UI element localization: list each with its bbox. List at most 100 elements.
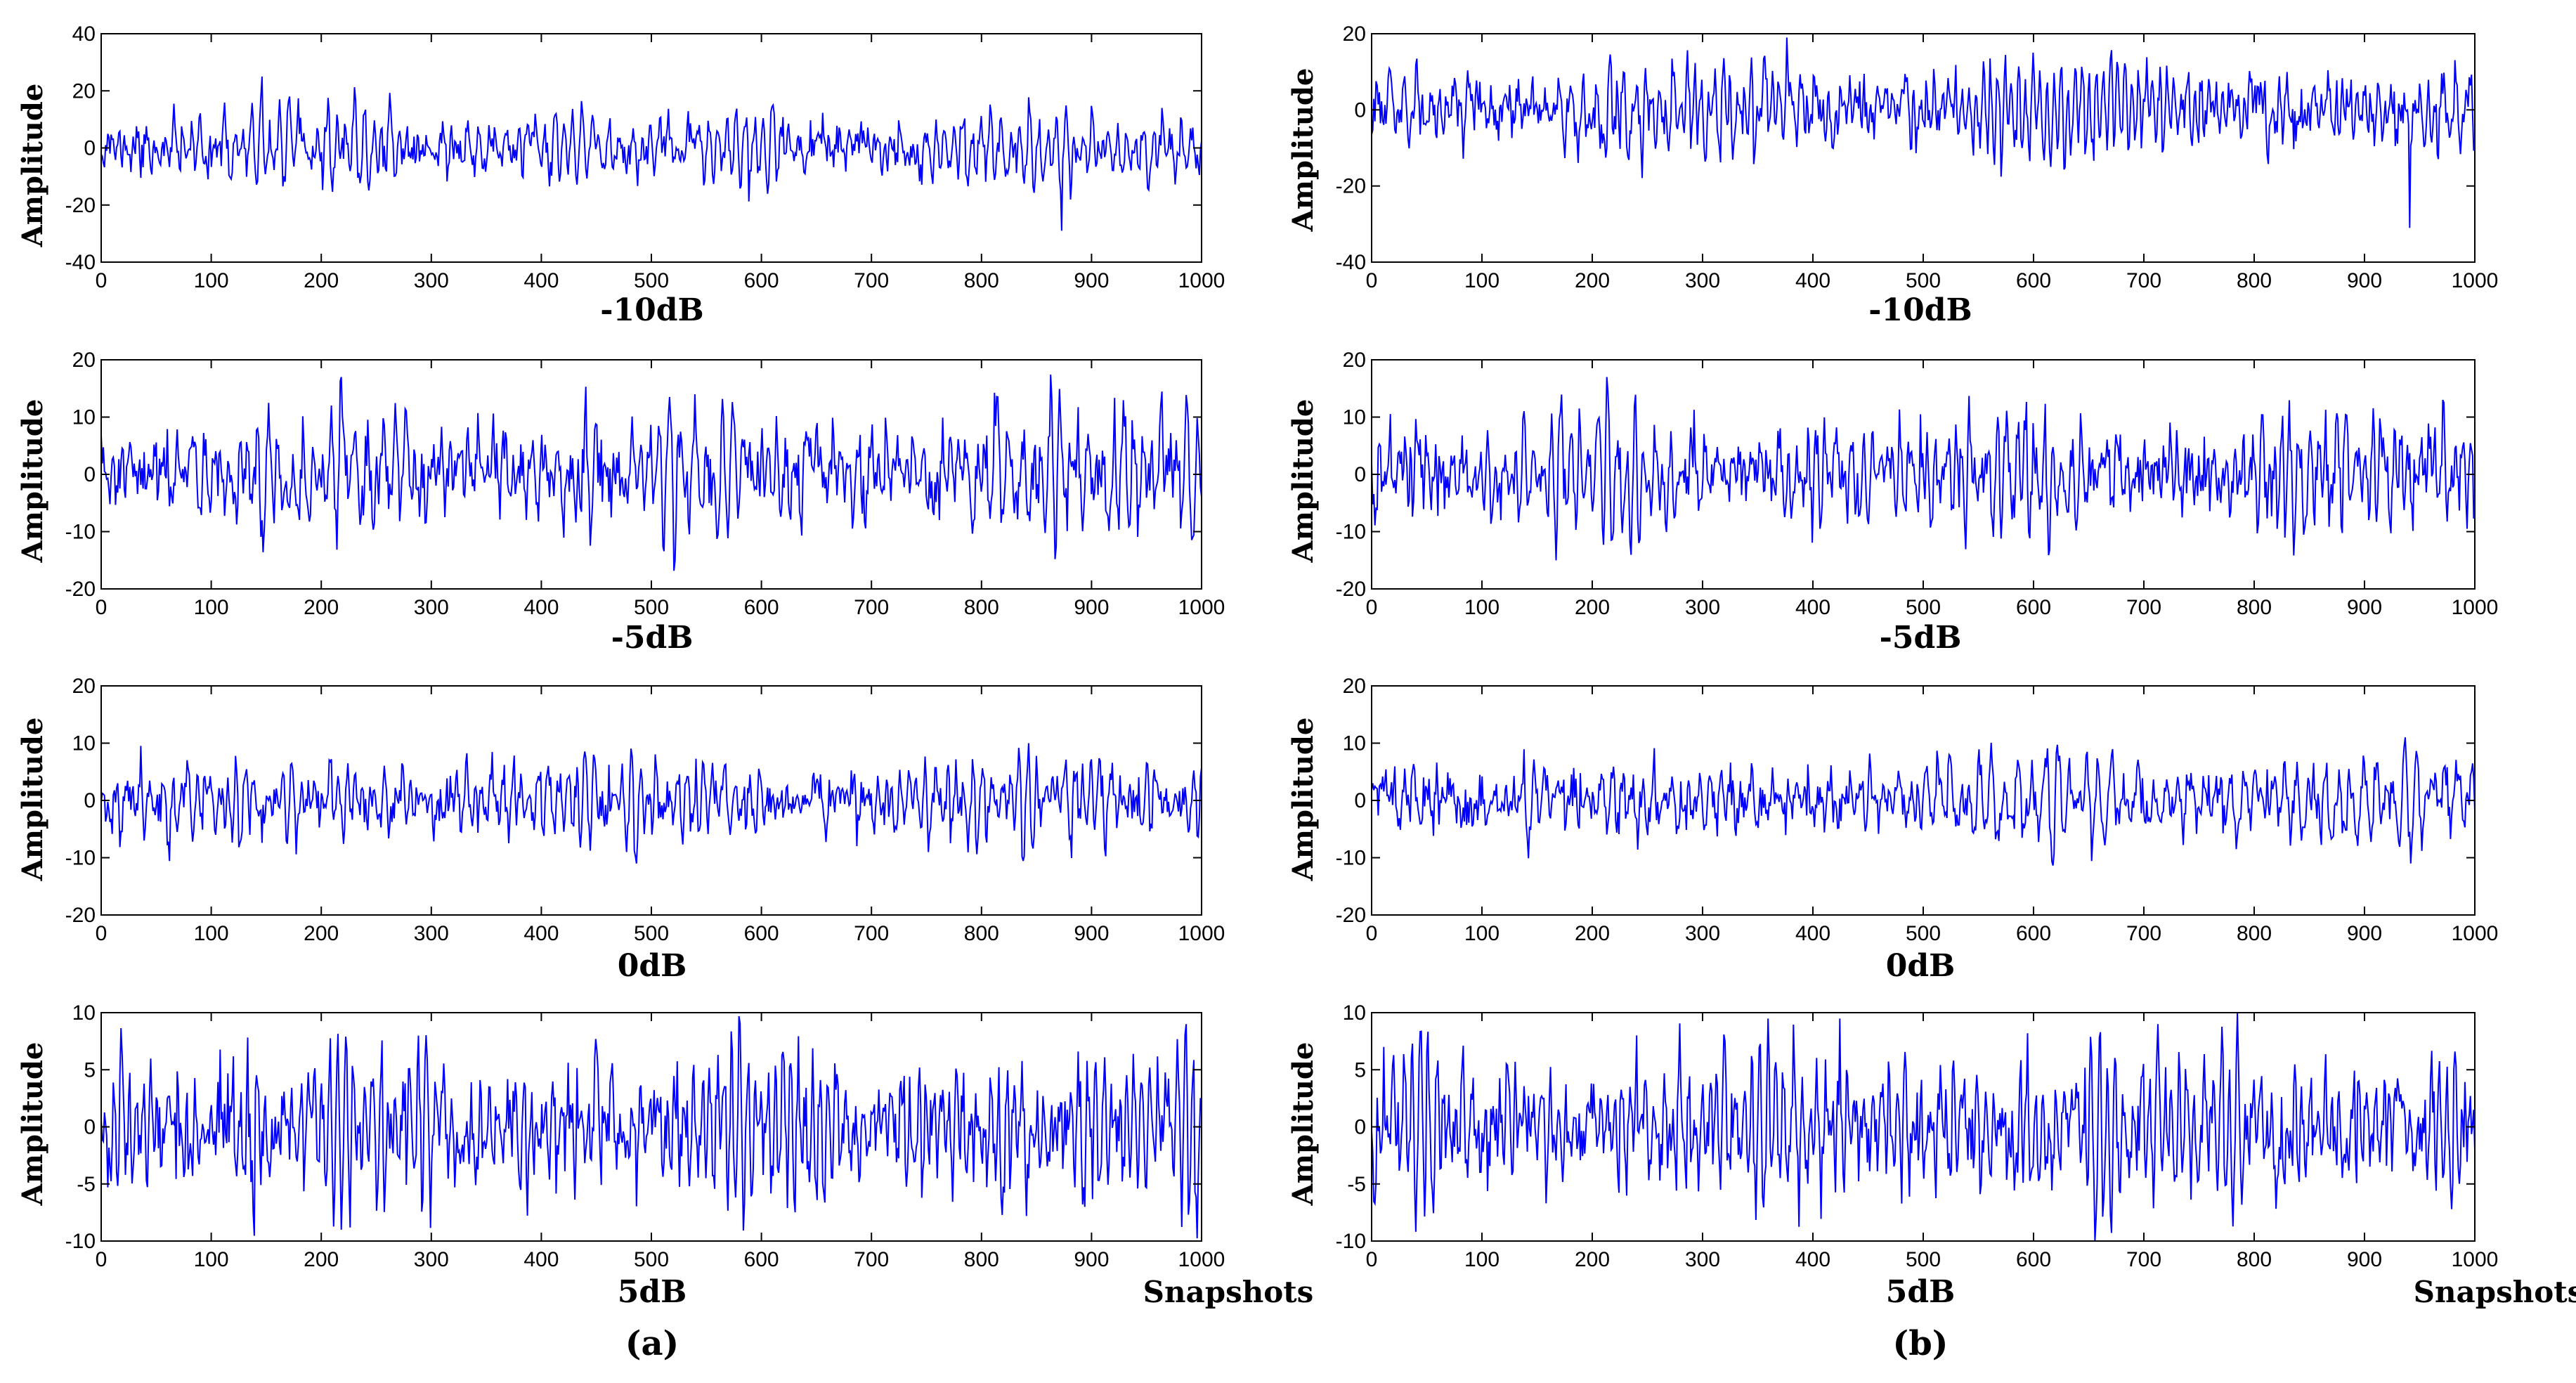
caption-a1: -10dB xyxy=(600,292,703,328)
x-tick-label-a4: 400 xyxy=(523,1248,559,1271)
ylabel-a3: Amplitude xyxy=(16,718,49,882)
x-tick-label-b4: 0 xyxy=(1366,1248,1378,1271)
x-tick-label-a1: 200 xyxy=(304,269,339,292)
y-tick-label-b1: -40 xyxy=(1336,251,1366,274)
y-tick-label-a1: -20 xyxy=(65,194,96,217)
caption-a4: 5dB xyxy=(618,1274,687,1310)
x-tick-label-a1: 1000 xyxy=(1178,269,1225,292)
x-tick-label-a4: 500 xyxy=(634,1248,669,1271)
x-axis-name-a: Snapshots xyxy=(1143,1275,1314,1309)
x-axis-name-b: Snapshots xyxy=(2414,1275,2576,1309)
plot-a4: 0 100 200 300 400 500 600 700 800 900 1000 -10 -5 0 5 1… xyxy=(65,1001,1225,1271)
x-tick-label-a4: 1000 xyxy=(1178,1248,1225,1271)
x-tick-label-b4: 1000 xyxy=(2452,1248,2499,1271)
x-tick-label-a1: 700 xyxy=(854,269,889,292)
y-tick-label-a2: 10 xyxy=(72,406,96,429)
x-tick-label-a3: 500 xyxy=(634,922,669,945)
x-tick-label-a2: 800 xyxy=(964,596,999,619)
y-tick-label-b3: 0 xyxy=(1354,789,1366,812)
x-tick-label-a2: 900 xyxy=(1074,596,1109,619)
x-tick-label-b1: 400 xyxy=(1795,269,1830,292)
x-tick-label-b3: 1000 xyxy=(2452,922,2499,945)
x-tick-label-b4: 900 xyxy=(2347,1248,2382,1271)
series-line-b1 xyxy=(1371,37,2476,228)
x-tick-label-a3: 0 xyxy=(96,922,108,945)
series-line-b4 xyxy=(1371,1012,2476,1242)
subplot-b4: Amplitude 5dB xyxy=(1287,1042,1955,1310)
x-tick-label-a4: 200 xyxy=(304,1248,339,1271)
x-tick-label-a4: 900 xyxy=(1074,1248,1109,1271)
y-tick-label-b3: 10 xyxy=(1343,732,1366,755)
x-tick-label-a1: 400 xyxy=(523,269,559,292)
y-tick-label-a3: 20 xyxy=(72,675,96,698)
plot-a2: 0 100 200 300 400 500 600 700 800 900 1000 -20 -10 0 1… xyxy=(65,349,1225,619)
y-tick-label-a3: 0 xyxy=(84,789,96,812)
y-tick-label-a4: -5 xyxy=(77,1173,96,1196)
x-tick-label-b4: 500 xyxy=(1906,1248,1941,1271)
x-tick-label-b1: 1000 xyxy=(2452,269,2499,292)
x-tick-label-b1: 800 xyxy=(2237,269,2272,292)
y-tick-label-b2: 0 xyxy=(1354,463,1366,486)
series-line-a4 xyxy=(100,1015,1202,1239)
panel-label-b: (b) xyxy=(1893,1324,1949,1363)
y-tick-label-b1: 20 xyxy=(1343,22,1366,46)
y-tick-label-b2: -10 xyxy=(1336,521,1366,544)
x-tick-label-b4: 700 xyxy=(2126,1248,2161,1271)
y-tick-label-a2: -10 xyxy=(65,521,96,544)
subplot-a3: Amplitude 0dB xyxy=(16,718,687,984)
x-tick-label-a3: 700 xyxy=(854,922,889,945)
x-tick-label-a4: 0 xyxy=(96,1248,108,1271)
x-tick-label-a2: 400 xyxy=(523,596,559,619)
x-tick-label-a1: 0 xyxy=(96,269,108,292)
ylabel-b1: Amplitude xyxy=(1287,68,1320,233)
series-line-b3 xyxy=(1371,737,2476,866)
series-line-a3 xyxy=(100,743,1202,864)
plot-a1: 0 100 200 300 400 500 600 700 800 900 1000 -40 -20 0 2… xyxy=(65,22,1225,292)
y-tick-label-a4: 5 xyxy=(84,1058,96,1082)
y-tick-label-b4: 5 xyxy=(1354,1058,1366,1082)
caption-a2: -5dB xyxy=(611,620,694,656)
plot-b1: 0 100 200 300 400 500 600 700 800 900 1000 -40 -20 0 2… xyxy=(1336,22,2499,292)
ylabel-b4: Amplitude xyxy=(1287,1042,1320,1207)
x-tick-label-b3: 300 xyxy=(1685,922,1720,945)
series-line-a2 xyxy=(100,375,1202,571)
y-tick-label-a3: -20 xyxy=(65,904,96,927)
x-tick-label-b1: 500 xyxy=(1906,269,1941,292)
x-tick-label-b1: 200 xyxy=(1575,269,1610,292)
x-tick-label-b1: 0 xyxy=(1366,269,1378,292)
y-tick-label-a3: 10 xyxy=(72,732,96,755)
y-tick-label-b4: 0 xyxy=(1354,1116,1366,1139)
x-tick-label-a2: 700 xyxy=(854,596,889,619)
x-tick-label-b4: 200 xyxy=(1575,1248,1610,1271)
caption-b3: 0dB xyxy=(1886,948,1956,984)
y-tick-label-a2: -20 xyxy=(65,578,96,601)
x-tick-label-b4: 300 xyxy=(1685,1248,1720,1271)
x-tick-label-b1: 700 xyxy=(2126,269,2161,292)
x-tick-label-b3: 400 xyxy=(1795,922,1830,945)
y-tick-label-a4: -10 xyxy=(65,1230,96,1253)
subplot-b1: Amplitude -10dB xyxy=(1287,68,1972,328)
caption-b1: -10dB xyxy=(1868,292,1972,328)
x-tick-label-b2: 800 xyxy=(2237,596,2272,619)
ylabel-a1: Amplitude xyxy=(16,84,49,248)
subplot-b3: Amplitude 0dB xyxy=(1287,718,1955,984)
x-tick-label-a2: 300 xyxy=(414,596,449,619)
x-tick-label-a1: 100 xyxy=(194,269,229,292)
y-tick-label-a4: 0 xyxy=(84,1116,96,1139)
x-tick-label-b3: 700 xyxy=(2126,922,2161,945)
ylabel-a4: Amplitude xyxy=(16,1042,49,1207)
x-tick-label-b3: 800 xyxy=(2237,922,2272,945)
x-tick-label-a1: 900 xyxy=(1074,269,1109,292)
x-tick-label-a3: 100 xyxy=(194,922,229,945)
x-tick-label-b4: 600 xyxy=(2016,1248,2051,1271)
plot-b4: 0 100 200 300 400 500 600 700 800 900 1000 -10 -5 0 5 1… xyxy=(1336,1001,2499,1271)
x-tick-label-a1: 800 xyxy=(964,269,999,292)
x-tick-label-b3: 100 xyxy=(1464,922,1500,945)
x-tick-label-b2: 300 xyxy=(1685,596,1720,619)
x-tick-label-a2: 100 xyxy=(194,596,229,619)
x-tick-label-a2: 1000 xyxy=(1178,596,1225,619)
x-tick-label-a3: 800 xyxy=(964,922,999,945)
axes-frame-b1 xyxy=(1371,33,2476,263)
x-tick-label-b3: 500 xyxy=(1906,922,1941,945)
x-tick-label-b2: 400 xyxy=(1795,596,1830,619)
